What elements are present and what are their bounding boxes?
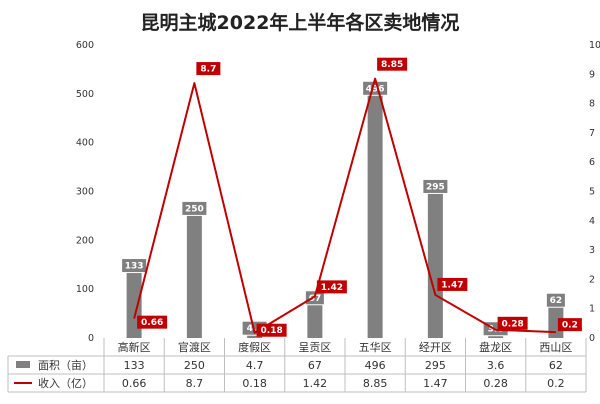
table-cell: 0.18 (242, 377, 267, 390)
x-tick-label: 西山区 (539, 341, 572, 354)
line-value-label-box (377, 57, 408, 71)
y-left-tick-label: 400 (76, 138, 94, 149)
x-tick-label: 盘龙区 (479, 340, 512, 354)
line-value-label-box (316, 280, 347, 294)
line-value-label: 8.7 (200, 65, 216, 75)
line-value-label: 0.18 (261, 326, 283, 336)
y-right-tick-label: 1 (589, 304, 595, 315)
table-cell: 8.7 (186, 377, 204, 390)
line-value-label-box (437, 277, 468, 291)
bar (186, 215, 202, 338)
x-tick-label: 五华区 (359, 340, 392, 354)
y-left-tick-label: 100 (76, 284, 94, 295)
legend-label: 面积（亩） (38, 358, 93, 372)
x-tick-label: 经开区 (419, 341, 452, 354)
bar-value-label: 496 (366, 84, 385, 94)
bar-value-label-box (305, 291, 324, 305)
x-tick-label: 度假区 (238, 340, 271, 354)
chart-title: 昆明主城2022年上半年各区卖地情况 (140, 12, 460, 34)
y-right-tick-label: 3 (589, 245, 595, 256)
table-cell: 67 (308, 359, 322, 372)
table-cell: 250 (184, 359, 205, 372)
table-cell: 3.6 (487, 359, 505, 372)
x-tick-label: 呈贡区 (298, 341, 331, 354)
bar-value-label-box (546, 293, 565, 307)
y-left-tick-label: 600 (76, 40, 94, 51)
bar-value-label-box (182, 201, 207, 215)
y-right-tick-label: 6 (589, 157, 595, 168)
legend-label: 收入（亿） (38, 376, 93, 390)
bar-value-label: 133 (125, 262, 144, 272)
y-left-tick-label: 0 (88, 333, 94, 344)
table-cell: 8.85 (363, 377, 388, 390)
legend-swatch-bar (16, 361, 30, 368)
x-tick-label: 官渡区 (178, 340, 211, 354)
bar-value-label-box (122, 259, 147, 273)
line-value-label-box (256, 323, 287, 337)
y-right-tick-label: 10 (589, 40, 600, 51)
table-cell: 496 (365, 359, 386, 372)
y-right-tick-label: 8 (589, 99, 595, 110)
y-right-tick-label: 4 (589, 216, 595, 227)
table-cell: 0.66 (122, 377, 147, 390)
line-series (133, 77, 556, 334)
line-value-label: 0.2 (562, 321, 578, 331)
bar (427, 193, 443, 338)
y-left-tick-label: 200 (76, 235, 94, 246)
line-value-label-box (196, 62, 221, 76)
bar (247, 335, 263, 338)
y-right-tick-label: 5 (589, 187, 595, 198)
x-tick-label: 高新区 (118, 340, 151, 354)
bar (488, 336, 504, 338)
table-cell: 4.7 (246, 359, 264, 372)
table-cell: 0.28 (483, 377, 508, 390)
bar-value-label-box (363, 81, 388, 95)
line-value-label-box (497, 316, 528, 330)
bar (307, 305, 323, 338)
y-left-tick-label: 500 (76, 89, 94, 100)
y-right-tick-label: 2 (589, 274, 595, 285)
line-value-label: 1.42 (321, 283, 343, 293)
bar-value-label: 67 (309, 294, 322, 304)
line-value-label-box (557, 318, 582, 332)
line-value-label: 8.85 (381, 60, 403, 70)
bar-value-label: 62 (550, 296, 563, 306)
line-value-label-box (137, 315, 168, 329)
table-cell: 62 (549, 359, 563, 372)
bar (367, 95, 383, 338)
y-right-tick-label: 0 (589, 333, 595, 344)
table-cell: 0.2 (547, 377, 565, 390)
bar-value-label: 250 (185, 204, 204, 214)
line-value-label: 0.66 (141, 318, 163, 328)
y-left-tick-label: 300 (76, 187, 94, 198)
y-right-tick-label: 7 (589, 128, 595, 139)
line-value-label: 0.28 (502, 319, 524, 329)
table-cell: 295 (425, 359, 446, 372)
table-cell: 1.42 (303, 377, 328, 390)
bar-value-label-box (423, 179, 448, 193)
y-right-tick-label: 9 (589, 69, 595, 80)
table-cell: 1.47 (423, 377, 448, 390)
line-value-label: 1.47 (441, 280, 463, 290)
bar-value-label: 295 (426, 182, 445, 192)
table-cell: 133 (124, 359, 145, 372)
